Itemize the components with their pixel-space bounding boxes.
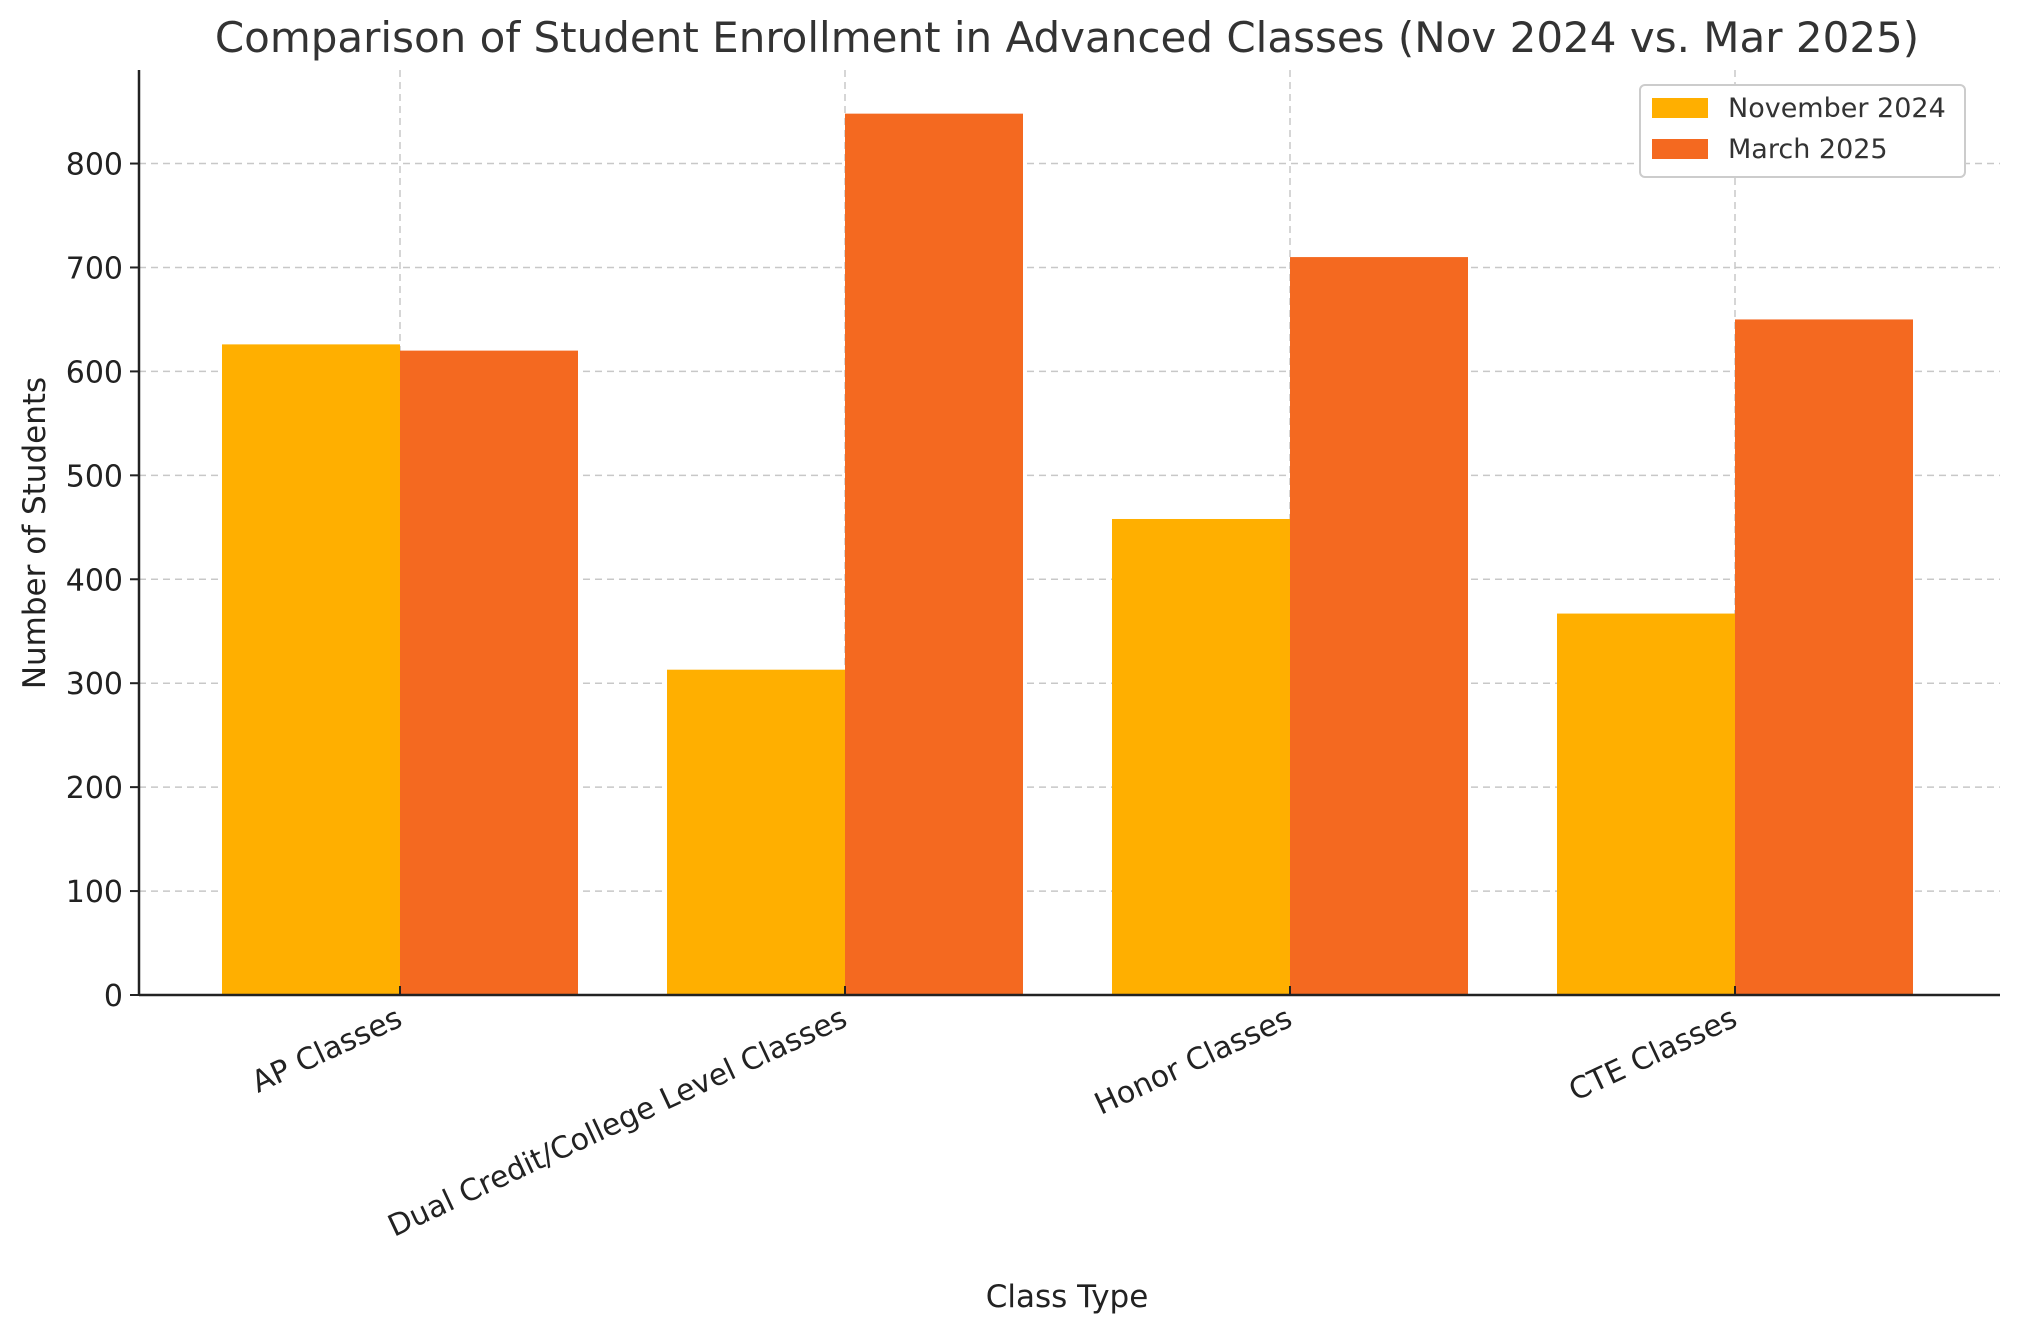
- legend-swatch: [1652, 98, 1708, 118]
- y-tick-label: 300: [66, 667, 123, 702]
- bar-november-2024: [222, 344, 400, 995]
- y-axis-label: Number of Students: [17, 377, 53, 689]
- chart-title: Comparison of Student Enrollment in Adva…: [215, 13, 1919, 62]
- legend: November 2024 March 2025: [1639, 84, 1966, 178]
- legend-box: [1639, 84, 1966, 178]
- bar-november-2024: [1557, 613, 1735, 995]
- x-axis-label: Class Type: [986, 1279, 1149, 1315]
- bar-november-2024: [667, 669, 845, 995]
- x-tick-label: Honor Classes: [1089, 1001, 1297, 1123]
- y-tick-label: 400: [66, 563, 123, 598]
- bar-march-2025: [845, 113, 1023, 996]
- y-tick-label: 700: [66, 251, 123, 286]
- y-tick-label: 100: [66, 875, 123, 910]
- y-tick-label: 500: [66, 459, 123, 494]
- y-tick-label: 800: [66, 148, 123, 183]
- x-tick-label: Dual Credit/College Level Classes: [383, 1001, 853, 1245]
- x-tick-label: CTE Classes: [1564, 1001, 1743, 1109]
- legend-label: March 2025: [1728, 134, 1888, 165]
- y-tick-label: 600: [66, 355, 123, 390]
- bar-march-2025: [1290, 257, 1468, 996]
- bars-layer: [222, 113, 1913, 996]
- y-tick-label: 200: [66, 771, 123, 806]
- bar-november-2024: [1112, 518, 1290, 995]
- y-tick-label: 0: [104, 979, 123, 1014]
- legend-swatch: [1652, 139, 1708, 159]
- bar-march-2025: [1735, 319, 1913, 995]
- labels-layer: Comparison of Student Enrollment in Adva…: [17, 13, 1919, 1315]
- bar-march-2025: [400, 350, 578, 995]
- legend-label: November 2024: [1728, 93, 1946, 124]
- x-tick-label: AP Classes: [247, 1001, 408, 1101]
